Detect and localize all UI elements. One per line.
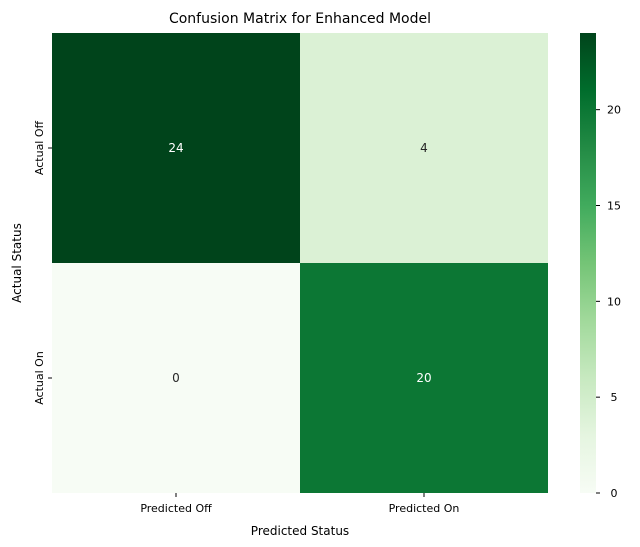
cell-value-label: 4: [420, 141, 428, 155]
heatmap-cell: [52, 263, 300, 493]
chart-title: Confusion Matrix for Enhanced Model: [169, 11, 431, 27]
x-axis-ticks: Predicted Off Predicted On: [140, 493, 459, 515]
heatmap-cell: [52, 33, 300, 263]
cell-value-label: 24: [168, 141, 183, 155]
y-tick-label: Actual Off: [33, 120, 46, 175]
colorbar: [580, 33, 596, 493]
heatmap-cell: [300, 263, 548, 493]
heatmap-cells: 24 4 0 20: [52, 33, 548, 493]
colorbar-tick-label: 0: [611, 487, 618, 500]
colorbar-tick-label: 15: [607, 200, 621, 213]
cell-value-label: 20: [416, 371, 431, 385]
heatmap-cell: [300, 33, 548, 263]
x-tick-label: Predicted Off: [140, 502, 212, 515]
colorbar-tick-label: 5: [611, 391, 618, 404]
x-axis-label: Predicted Status: [251, 524, 349, 538]
x-tick-label: Predicted On: [389, 502, 460, 515]
colorbar-tick-label: 10: [607, 295, 621, 308]
y-tick-label: Actual On: [33, 351, 46, 405]
colorbar-ticks: 0 5 10 15 20: [596, 104, 621, 500]
colorbar-tick-label: 20: [607, 104, 621, 117]
y-axis-ticks: Actual Off Actual On: [33, 120, 52, 405]
y-axis-label: Actual Status: [10, 223, 24, 303]
cell-value-label: 0: [172, 371, 180, 385]
